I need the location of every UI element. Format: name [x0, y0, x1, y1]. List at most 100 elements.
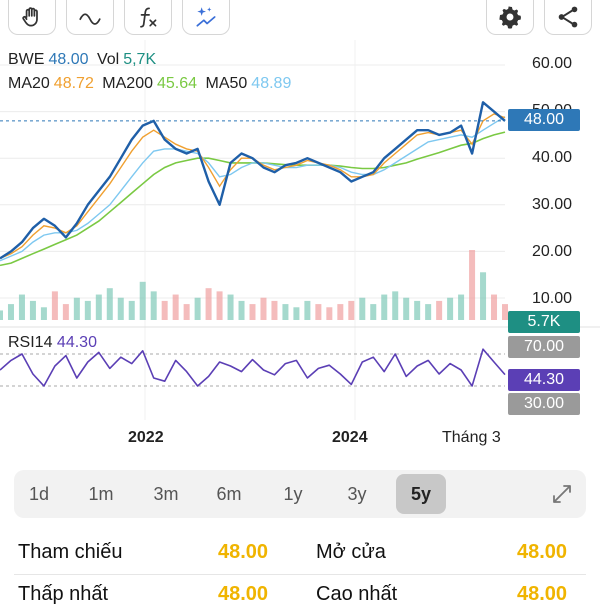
volume-bar — [194, 297, 201, 320]
low-value: 48.00 — [218, 583, 269, 605]
price-line — [0, 101, 506, 260]
volume-bar — [238, 300, 245, 320]
volume-bar — [337, 304, 344, 320]
share-icon — [558, 6, 578, 28]
volume-bar — [216, 291, 223, 320]
volume-bar — [0, 310, 3, 320]
volume-bar — [128, 300, 135, 320]
volume-bar — [205, 288, 212, 320]
volume-bar — [326, 307, 333, 320]
vol-label: Vol — [96, 51, 120, 68]
ma20-label: MA20 — [8, 75, 50, 92]
volume-bar — [62, 304, 69, 320]
volume-bar — [117, 297, 124, 320]
range-1y[interactable]: 1y — [283, 483, 303, 504]
range-1d[interactable]: 1d — [28, 483, 50, 504]
open-label: Mở cửa — [316, 541, 386, 563]
rsi-legend: RSI14 44.30 — [8, 334, 97, 352]
high-label: Cao nhất — [316, 583, 398, 605]
volume-bar — [227, 294, 234, 320]
rsi-value: 44.30 — [56, 334, 97, 351]
legend-row-1: BWE 48.00 Vol 5,7K — [8, 51, 160, 69]
volume-bar — [447, 297, 454, 320]
volume-bar — [40, 307, 47, 320]
volume-bar — [18, 294, 25, 320]
rsi-30-badge: 30.00 — [508, 393, 580, 415]
x-tick: 2024 — [332, 429, 368, 446]
volume-bar — [84, 300, 91, 320]
rsi-label: RSI14 — [8, 334, 53, 351]
high-value: 48.00 — [517, 583, 568, 605]
ma50-line — [0, 116, 506, 262]
volume-bar — [249, 304, 256, 320]
volume-bar — [51, 291, 58, 320]
rsi-line — [0, 348, 506, 387]
range-selector: 1d 1m 3m 6m 1y 3y 5y — [14, 470, 586, 518]
volume-bar — [425, 304, 432, 320]
range-3m[interactable]: 3m — [153, 483, 179, 504]
ma20-line — [0, 113, 506, 260]
volume-bar — [414, 300, 421, 320]
ma200-line — [0, 131, 506, 267]
volume-bar — [359, 297, 366, 320]
y-tick: 30.00 — [531, 196, 572, 213]
volume-bar — [161, 300, 168, 320]
volume-bar — [381, 294, 388, 320]
volume-bar — [348, 300, 355, 320]
legend-row-2: MA20 48.72 MA200 45.64 MA50 48.89 — [8, 75, 295, 93]
volume-bar — [95, 294, 102, 320]
y-tick: 10.00 — [531, 290, 572, 307]
ma20-value: 48.72 — [53, 75, 94, 92]
volume-bar — [403, 297, 410, 320]
range-5y[interactable]: 5y — [396, 474, 446, 514]
symbol-label: BWE — [8, 51, 45, 68]
stats-divider — [14, 574, 586, 575]
price-chart[interactable] — [0, 40, 600, 460]
ma200-label: MA200 — [102, 75, 153, 92]
magic-tool-button[interactable] — [182, 0, 230, 35]
expand-icon — [553, 485, 571, 503]
y-tick: 20.00 — [531, 243, 572, 260]
x-tick: 2022 — [128, 429, 164, 446]
x-tick: Tháng 3 — [442, 429, 501, 446]
volume-bar — [469, 250, 476, 320]
y-tick: 40.00 — [531, 149, 572, 166]
rsi-70-badge: 70.00 — [508, 336, 580, 358]
price-value: 48.00 — [48, 51, 89, 68]
line-icon — [79, 13, 101, 25]
function-tool-button[interactable] — [124, 0, 172, 35]
volume-badge: 5.7K — [508, 311, 580, 333]
vol-value: 5,7K — [123, 51, 157, 68]
hand-tool-button[interactable] — [8, 0, 56, 35]
volume-bar — [436, 300, 443, 320]
settings-button[interactable] — [486, 0, 534, 35]
ma50-value: 48.89 — [251, 75, 292, 92]
price-badge: 48.00 — [508, 109, 580, 131]
line-tool-button[interactable] — [66, 0, 114, 35]
chart-canvas[interactable] — [0, 40, 600, 460]
volume-bar — [458, 294, 465, 320]
volume-bar — [183, 304, 190, 320]
volume-bar — [139, 281, 146, 320]
range-3y[interactable]: 3y — [347, 483, 367, 504]
hand-icon — [22, 7, 38, 27]
volume-bar — [73, 297, 80, 320]
low-label: Thấp nhất — [18, 583, 109, 605]
volume-bar — [304, 300, 311, 320]
range-6m[interactable]: 6m — [216, 483, 242, 504]
volume-bar — [502, 304, 508, 320]
function-icon — [140, 7, 157, 28]
y-tick: 60.00 — [531, 55, 572, 72]
gear-icon — [499, 6, 521, 29]
volume-bar — [480, 272, 487, 320]
volume-bar — [370, 304, 377, 320]
expand-button[interactable] — [546, 478, 578, 510]
share-button[interactable] — [544, 0, 592, 35]
volume-bar — [150, 291, 157, 320]
rsi-current-badge: 44.30 — [508, 369, 580, 391]
volume-bar — [293, 307, 300, 320]
magic-icon — [196, 7, 216, 27]
volume-bar — [172, 294, 179, 320]
ref-value: 48.00 — [218, 541, 269, 563]
range-1m[interactable]: 1m — [88, 483, 114, 504]
